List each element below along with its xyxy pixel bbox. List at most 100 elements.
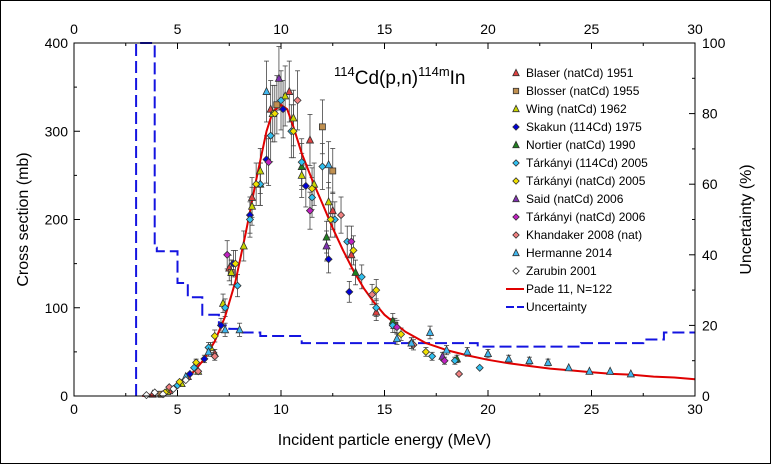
legend-label-6: Tárkányi (natCd) 2005 xyxy=(526,174,646,188)
x-tick-label-top-3: 15 xyxy=(377,21,393,37)
data-point-s10 xyxy=(626,369,635,378)
data-point-s5 xyxy=(307,193,317,202)
data-point-s11 xyxy=(181,376,190,385)
legend-marker-11 xyxy=(512,267,520,275)
data-point-s7 xyxy=(274,73,284,82)
legend-marker-7 xyxy=(512,194,520,203)
data-point-s10 xyxy=(564,362,573,372)
title-element2: In xyxy=(450,68,466,89)
data-point-s6 xyxy=(252,180,261,189)
x-tick-label-bottom-4: 20 xyxy=(480,401,496,417)
data-point-s10 xyxy=(220,324,230,334)
data-point-s8 xyxy=(392,323,401,332)
data-point-s5 xyxy=(245,215,255,224)
x-axis-title: Incident particle energy (MeV) xyxy=(278,432,491,449)
x-tick-label-bottom-5: 25 xyxy=(584,401,600,417)
data-point-s2 xyxy=(247,201,257,210)
data-point-s6 xyxy=(192,358,201,367)
y2-axis-title: Uncertainty (%) xyxy=(738,164,755,274)
data-point-s10 xyxy=(605,366,615,375)
legend-label-8: Tárkányi (natCd) 2006 xyxy=(526,210,646,224)
legend-marker-9 xyxy=(512,231,520,239)
data-point-s2 xyxy=(256,166,265,175)
data-point-s6 xyxy=(270,109,279,118)
y2-tick-label-4: 80 xyxy=(702,106,718,122)
data-point-s0 xyxy=(347,249,356,259)
x-tick-label-bottom-6: 30 xyxy=(687,401,703,417)
data-point-s3 xyxy=(185,369,194,379)
chart-title: 114Cd(p,n)114mIn xyxy=(334,64,466,89)
data-point-s3 xyxy=(345,287,354,296)
data-point-s4 xyxy=(322,232,331,241)
legend-label-10: Hermanne 2014 xyxy=(526,246,612,260)
legend-label-2: Wing (natCd) 1962 xyxy=(526,102,627,116)
data-point-s9 xyxy=(194,367,203,376)
data-point-s5 xyxy=(276,96,286,105)
data-point-s5 xyxy=(428,352,437,361)
data-point-s6 xyxy=(289,127,298,136)
data-point-s6 xyxy=(326,215,335,224)
legend-marker-1 xyxy=(512,87,520,95)
legend-label-7: Said (natCd) 2006 xyxy=(526,192,624,206)
data-point-s2 xyxy=(239,241,248,250)
data-point-s10 xyxy=(543,357,553,366)
data-point-s5 xyxy=(221,303,230,312)
data-point-s8 xyxy=(440,356,449,365)
data-point-s3 xyxy=(301,181,310,191)
data-point-s10 xyxy=(463,346,472,356)
data-point-s2 xyxy=(280,91,290,100)
data-point-s5 xyxy=(233,281,242,290)
data-point-s11 xyxy=(142,391,151,400)
y2-tick-label-0: 0 xyxy=(702,388,710,404)
data-point-s9 xyxy=(336,211,346,220)
data-point-s5 xyxy=(450,356,459,365)
data-point-s2 xyxy=(289,113,298,122)
data-point-s10 xyxy=(525,355,534,365)
data-point-s8 xyxy=(305,206,315,215)
data-point-s1 xyxy=(329,167,337,175)
x-tick-label-top-4: 20 xyxy=(480,21,496,37)
data-point-s9 xyxy=(454,369,464,379)
data-point-s2 xyxy=(297,170,306,179)
data-point-s10 xyxy=(324,159,333,169)
data-point-s0 xyxy=(285,86,294,95)
data-point-s3 xyxy=(324,255,333,264)
legend-marker-3 xyxy=(512,123,520,131)
legend-label-9: Khandaker 2008 (nat) xyxy=(526,228,642,242)
data-point-s0 xyxy=(305,135,315,144)
legend-marker-10 xyxy=(512,248,520,257)
legend-marker-8 xyxy=(512,213,520,221)
data-point-s10 xyxy=(442,345,451,354)
x-tick-label-top-2: 10 xyxy=(273,21,289,37)
x-tick-label-top-6: 30 xyxy=(687,21,703,37)
data-point-s5 xyxy=(266,131,275,140)
data-point-s3 xyxy=(279,105,288,114)
y-tick-label-2: 200 xyxy=(45,212,69,228)
y-tick-label-4: 400 xyxy=(45,35,69,51)
y2-tick-label-1: 20 xyxy=(702,317,718,333)
data-point-s1 xyxy=(273,101,281,109)
legend-marker-0 xyxy=(512,68,520,77)
legend-label-11: Zarubin 2001 xyxy=(526,264,597,278)
x-tick-label-bottom-1: 5 xyxy=(174,401,182,417)
legend-label-4: Nortier (natCd) 1990 xyxy=(526,138,636,152)
legend-label-1: Blosser (natCd) 1955 xyxy=(526,84,640,98)
x-tick-label-top-0: 0 xyxy=(70,21,78,37)
data-point-s6 xyxy=(372,286,381,295)
data-point-s10 xyxy=(235,324,244,334)
data-point-s6 xyxy=(421,347,430,356)
title-mass1: 114 xyxy=(334,64,355,79)
legend-label-0: Blaser (natCd) 1951 xyxy=(526,66,634,80)
data-points-layer xyxy=(142,73,635,400)
title-mass2: 114m xyxy=(418,64,450,79)
data-point-s8 xyxy=(347,237,356,246)
data-point-s10 xyxy=(392,333,402,343)
axes-layer: 0055101015152020252530300100200300400020… xyxy=(45,21,726,417)
legend-uncertainty-label: Uncertainty xyxy=(526,300,587,314)
data-point-s3 xyxy=(216,321,226,330)
data-point-s11 xyxy=(169,384,178,394)
data-point-s5 xyxy=(318,162,327,171)
data-point-s1 xyxy=(318,123,326,131)
data-point-s10 xyxy=(262,86,271,95)
